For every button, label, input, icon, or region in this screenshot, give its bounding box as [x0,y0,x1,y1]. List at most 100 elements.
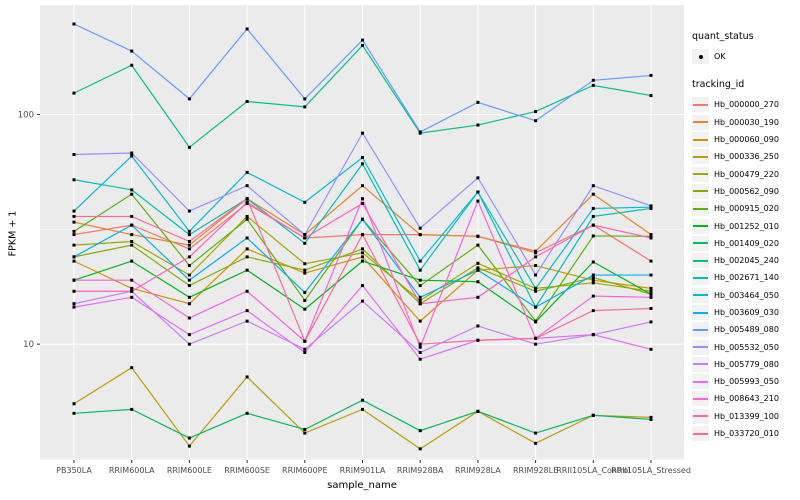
data-point [649,234,653,238]
data-point [476,199,480,203]
data-point [476,190,480,194]
legend-item-label: Hb_033720_010 [714,429,779,439]
data-point [187,436,191,440]
data-point [361,156,364,160]
data-point [534,342,538,346]
data-point [418,357,422,361]
legend-item-Hb_000060_090: Hb_000060_090 [692,131,798,148]
data-point [591,192,595,196]
data-point [130,286,134,290]
data-point [418,429,422,433]
line-swatch-icon [692,183,709,199]
line-swatch-icon [692,287,709,303]
data-point [476,176,480,180]
data-point [591,234,595,238]
data-point [130,233,134,237]
data-point [187,444,191,448]
line-swatch-icon [692,426,709,442]
line-swatch-icon [692,322,709,338]
data-point [303,290,307,294]
data-point [303,97,307,101]
data-point [303,241,307,245]
data-point [303,262,307,266]
legend-item-label: Hb_000479_220 [714,169,779,179]
data-point [303,350,307,354]
data-point [534,119,538,123]
data-point [361,201,364,205]
data-point [649,73,653,77]
data-point [649,295,653,299]
data-point [245,247,249,251]
x-axis-title: sample_name [327,480,397,491]
data-point [476,243,480,247]
data-point [72,302,76,306]
data-point [418,447,422,451]
data-point [649,273,653,277]
line-swatch-icon [692,408,709,424]
data-point [361,184,364,188]
legend-item-label: Hb_005779_080 [714,359,779,369]
data-point [591,294,595,298]
data-point [591,413,595,417]
data-point [534,286,538,290]
data-point [534,264,538,268]
data-point [534,336,538,340]
y-tick-label: 100 [18,111,34,121]
legend-item-Hb_003464_050: Hb_003464_050 [692,287,798,304]
data-point [418,295,422,299]
data-point [72,278,76,282]
legend-quant-status-block: quant_status OK [692,31,798,65]
data-point [361,259,364,263]
data-point [72,220,76,224]
data-point [361,233,364,237]
data-point [591,206,595,210]
data-point [303,431,307,435]
data-point [303,105,307,109]
data-point [534,273,538,277]
data-point [361,43,364,47]
data-point [130,366,134,370]
data-point [649,259,653,263]
data-point [130,49,134,53]
data-point [649,94,653,98]
data-point [187,342,191,346]
data-point [591,273,595,277]
data-point [130,192,134,196]
data-point [361,299,364,303]
data-point [187,295,191,299]
data-point [72,289,76,293]
data-point [303,298,307,302]
legend-item-label: Hb_000336_250 [714,152,779,162]
legend-item-Hb_000336_250: Hb_000336_250 [692,148,798,165]
data-point [187,97,191,101]
x-tick-label: RRII105LA_Control [556,466,630,475]
line-swatch-icon [692,356,709,372]
data-point [534,255,538,259]
data-point [476,100,480,104]
x-tick-label: RRII105LA_Stressed [611,466,691,475]
legend-item-label: Hb_002671_140 [714,273,779,283]
data-point [361,38,364,42]
legend-item-Hb_001409_020: Hb_001409_020 [692,235,798,252]
legend-item-label: Hb_000060_090 [714,135,779,145]
data-point [187,233,191,237]
data-point [130,154,134,158]
data-point [187,302,191,306]
data-point [534,289,538,293]
legend-quant-status-title: quant_status [692,31,754,42]
data-point [418,298,422,302]
data-point [534,110,538,114]
data-point [245,197,249,201]
data-point [245,289,249,293]
data-point [591,281,595,285]
legend-item-Hb_001252_010: Hb_001252_010 [692,217,798,234]
line-swatch-icon [692,97,709,113]
data-point [361,284,364,288]
data-point [72,243,76,247]
data-point [649,415,653,419]
data-point [476,409,480,413]
data-point [130,243,134,247]
data-point [361,255,364,259]
data-point [245,309,249,313]
data-point [187,247,191,251]
